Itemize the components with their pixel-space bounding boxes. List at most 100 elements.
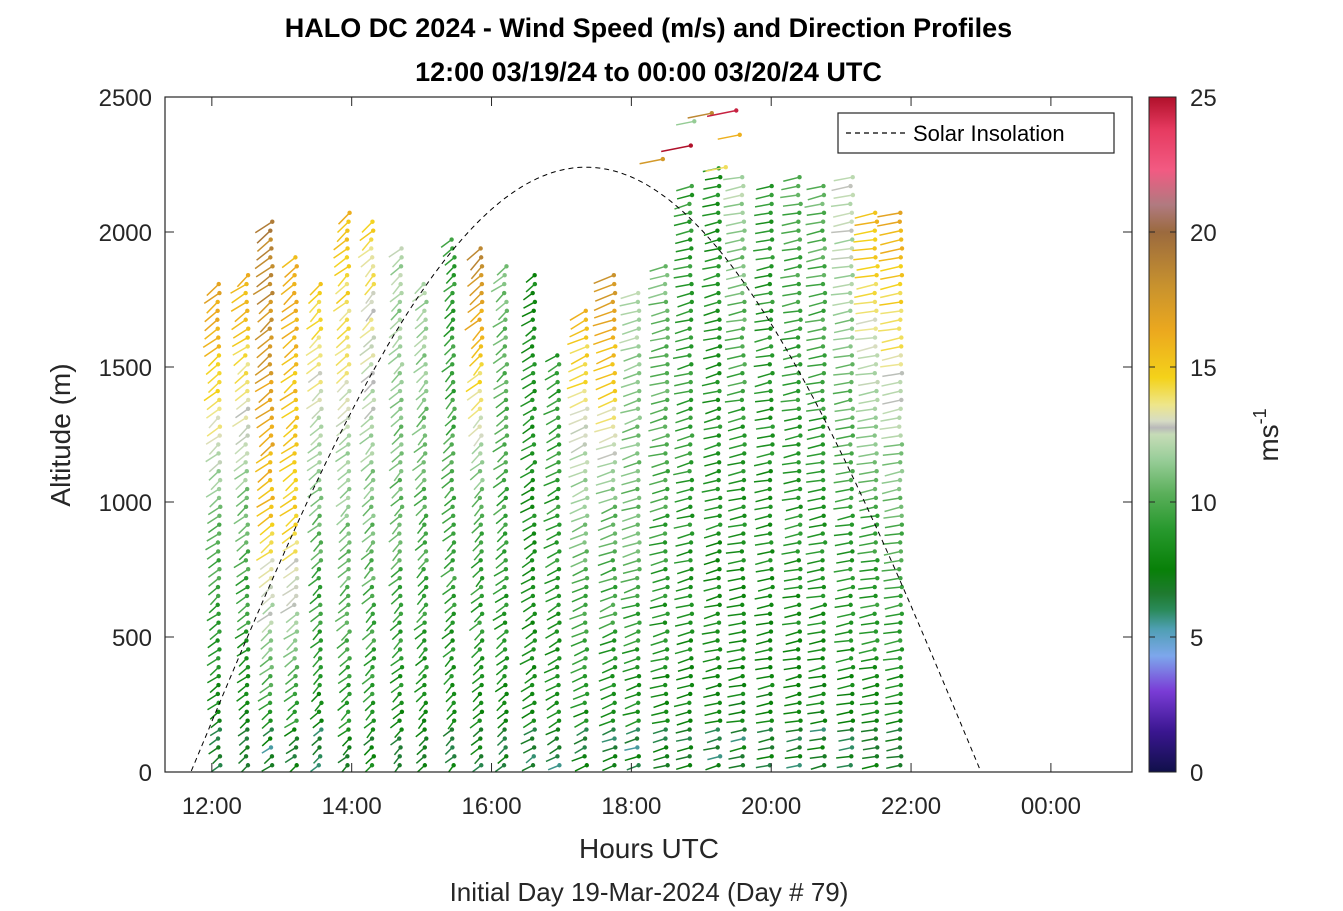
- wind-barb-head: [530, 709, 535, 714]
- wind-barb-head: [768, 317, 774, 322]
- wind-barb-head: [502, 647, 508, 652]
- wind-barb-head: [898, 264, 903, 269]
- wind-barb-shaft: [203, 390, 219, 402]
- wind-barb-head: [346, 709, 351, 714]
- wind-barb-head: [689, 665, 694, 670]
- wind-barb-shaft: [625, 720, 639, 728]
- wind-barb: [259, 531, 275, 545]
- wind-barb: [333, 237, 350, 251]
- wind-barb-head: [636, 326, 641, 331]
- wind-barb: [496, 371, 507, 383]
- wind-barb: [675, 763, 693, 771]
- wind-barb: [543, 495, 560, 505]
- wind-barb: [522, 691, 535, 702]
- wind-barb-head: [477, 469, 483, 474]
- wind-barb: [416, 638, 427, 650]
- wind-barb-head: [422, 540, 428, 545]
- wind-barb-head: [821, 665, 826, 670]
- wind-barb-head: [637, 362, 642, 367]
- wind-barb-head: [848, 656, 854, 661]
- wind-barb-head: [530, 290, 535, 296]
- wind-barb-head: [452, 255, 457, 260]
- y-tick-label: 2000: [99, 220, 152, 247]
- wind-barb-head: [480, 460, 485, 465]
- wind-barb-head: [611, 727, 616, 732]
- wind-barb-head: [821, 192, 827, 198]
- wind-barb-head: [797, 736, 802, 741]
- wind-barb-shaft: [602, 755, 616, 763]
- wind-barb-head: [451, 388, 456, 394]
- wind-barb-head: [663, 495, 669, 501]
- wind-barb: [440, 469, 455, 480]
- wind-barb-head: [450, 362, 455, 367]
- wind-barb-head: [664, 344, 669, 349]
- wind-barb-head: [245, 745, 250, 750]
- wind-barb: [444, 255, 457, 266]
- wind-barb-head: [847, 290, 853, 296]
- wind-barb-head: [556, 486, 561, 492]
- wind-barb-head: [796, 406, 801, 412]
- wind-barb-head: [449, 629, 454, 634]
- wind-barb: [282, 469, 298, 483]
- wind-barb: [341, 736, 352, 747]
- wind-barb-head: [635, 665, 640, 670]
- wind-barb-shaft: [257, 470, 271, 483]
- wind-barb-head: [478, 540, 484, 545]
- wind-barb-head: [502, 344, 508, 349]
- wind-barb: [237, 602, 250, 614]
- wind-barb-shaft: [335, 337, 348, 349]
- wind-barb: [472, 665, 484, 676]
- wind-barb-head: [741, 264, 746, 269]
- wind-barb-head: [872, 486, 878, 492]
- wind-barb-head: [346, 442, 351, 447]
- wind-barb: [620, 344, 641, 352]
- wind-barb-head: [292, 290, 297, 296]
- wind-barb-head: [687, 451, 693, 456]
- wind-barb-head: [423, 700, 429, 706]
- wind-barb-head: [345, 228, 350, 233]
- wind-barb-head: [317, 745, 322, 750]
- wind-barb: [494, 593, 509, 604]
- wind-barb: [492, 477, 507, 489]
- wind-barb-shaft: [258, 390, 272, 404]
- wind-barb-head: [850, 469, 855, 474]
- wind-barb: [571, 629, 589, 638]
- wind-barb-shaft: [572, 568, 587, 577]
- wind-barb: [599, 531, 618, 541]
- wind-barb-head: [665, 486, 670, 492]
- wind-barb: [546, 567, 562, 577]
- wind-barb-shaft: [361, 221, 374, 233]
- wind-barb: [473, 656, 485, 667]
- wind-barb-head: [371, 754, 377, 759]
- wind-barb-head: [270, 522, 275, 527]
- wind-barb-head: [716, 442, 721, 447]
- wind-barb-head: [316, 575, 321, 581]
- wind-barb: [417, 549, 429, 561]
- wind-barb-shaft: [256, 613, 271, 623]
- wind-barb: [649, 264, 668, 272]
- wind-barb: [286, 638, 298, 651]
- wind-barb: [472, 763, 484, 772]
- wind-barb-shaft: [441, 515, 454, 525]
- wind-barb: [387, 353, 402, 365]
- wind-barb: [288, 736, 300, 747]
- wind-barb-shaft: [285, 595, 297, 607]
- wind-barb: [520, 736, 535, 745]
- wind-barb-head: [397, 549, 402, 554]
- wind-barb-head: [479, 754, 484, 759]
- wind-barb-head: [636, 344, 641, 349]
- wind-barb: [465, 379, 483, 393]
- wind-barb-head: [424, 584, 429, 590]
- wind-barb-head: [688, 424, 693, 429]
- wind-barb-shaft: [593, 283, 615, 293]
- wind-barb-head: [850, 611, 856, 616]
- wind-barb-head: [398, 673, 403, 679]
- wind-barb-head: [820, 228, 825, 233]
- wind-barb: [520, 344, 535, 354]
- x-tick-label: 20:00: [741, 793, 801, 820]
- wind-barb-head: [848, 344, 853, 349]
- wind-barb: [363, 682, 375, 694]
- wind-barb-head: [267, 344, 273, 349]
- wind-barb-shaft: [598, 719, 614, 727]
- wind-barb-head: [898, 540, 903, 545]
